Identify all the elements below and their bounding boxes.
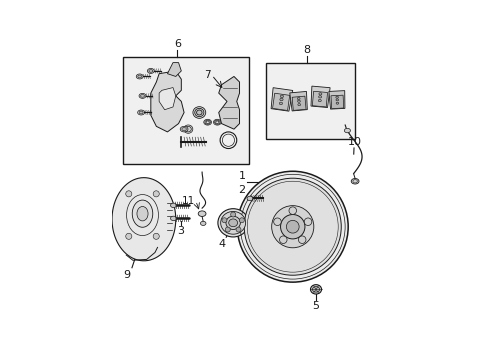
Polygon shape [218,76,239,129]
Circle shape [304,218,311,225]
Ellipse shape [139,93,146,98]
Ellipse shape [213,119,221,125]
Text: 8: 8 [303,45,309,55]
Polygon shape [159,87,175,110]
Circle shape [225,227,230,232]
Polygon shape [272,93,289,111]
Ellipse shape [312,287,319,292]
Circle shape [153,233,159,239]
Circle shape [125,191,132,197]
Text: 5: 5 [312,301,319,311]
Ellipse shape [297,100,300,102]
Ellipse shape [297,104,300,106]
Circle shape [236,227,241,232]
Circle shape [279,236,286,243]
Ellipse shape [228,219,237,227]
Ellipse shape [182,127,186,131]
Ellipse shape [132,200,152,227]
Ellipse shape [335,96,338,98]
Ellipse shape [194,108,203,117]
Polygon shape [291,96,305,111]
Ellipse shape [138,75,142,78]
Circle shape [280,215,305,239]
Ellipse shape [225,216,240,229]
Polygon shape [312,91,327,107]
Ellipse shape [148,69,152,72]
Ellipse shape [246,196,253,201]
Text: 10: 10 [347,137,361,147]
Ellipse shape [344,128,350,133]
Ellipse shape [147,68,154,73]
Ellipse shape [183,125,192,133]
Text: 2: 2 [238,185,245,194]
Ellipse shape [310,285,321,294]
Polygon shape [289,91,306,111]
Ellipse shape [279,102,282,105]
Ellipse shape [350,179,358,184]
Ellipse shape [180,126,187,132]
Ellipse shape [318,93,321,95]
Ellipse shape [297,98,300,100]
Ellipse shape [200,221,205,225]
Text: 3: 3 [177,226,183,236]
Ellipse shape [204,120,210,124]
Circle shape [125,233,132,239]
Polygon shape [270,88,292,111]
Ellipse shape [198,211,205,216]
Ellipse shape [318,99,321,102]
Ellipse shape [139,111,143,114]
Bar [123,57,249,164]
Ellipse shape [193,107,205,118]
Ellipse shape [335,102,338,104]
Ellipse shape [280,95,283,98]
Circle shape [230,212,235,217]
Bar [265,63,354,139]
Circle shape [222,218,226,223]
Ellipse shape [137,207,148,221]
Ellipse shape [215,121,219,123]
Ellipse shape [140,94,144,97]
Ellipse shape [203,119,211,125]
Circle shape [239,218,244,223]
Ellipse shape [214,120,220,124]
Ellipse shape [136,74,143,79]
Polygon shape [310,86,329,108]
Circle shape [153,191,159,197]
Ellipse shape [205,121,209,123]
Ellipse shape [185,126,191,132]
Ellipse shape [218,209,248,237]
Ellipse shape [318,96,321,98]
Text: 11: 11 [182,195,195,206]
Circle shape [244,178,341,275]
Circle shape [298,236,305,243]
Text: 9: 9 [123,270,131,280]
Circle shape [237,171,347,282]
Text: 7: 7 [203,70,210,80]
Ellipse shape [138,110,144,115]
Ellipse shape [170,216,176,221]
Circle shape [271,206,313,248]
Ellipse shape [220,211,245,234]
Ellipse shape [335,99,338,101]
Circle shape [288,207,296,215]
Ellipse shape [170,203,176,208]
Circle shape [286,220,299,233]
Circle shape [273,218,281,225]
Polygon shape [112,177,175,261]
Polygon shape [328,91,344,109]
Polygon shape [330,95,343,109]
Polygon shape [150,71,183,132]
Polygon shape [167,63,181,76]
Ellipse shape [196,110,202,115]
Ellipse shape [279,98,283,101]
Text: 4: 4 [218,239,224,249]
Text: 6: 6 [173,39,181,49]
Text: 1: 1 [238,171,245,181]
